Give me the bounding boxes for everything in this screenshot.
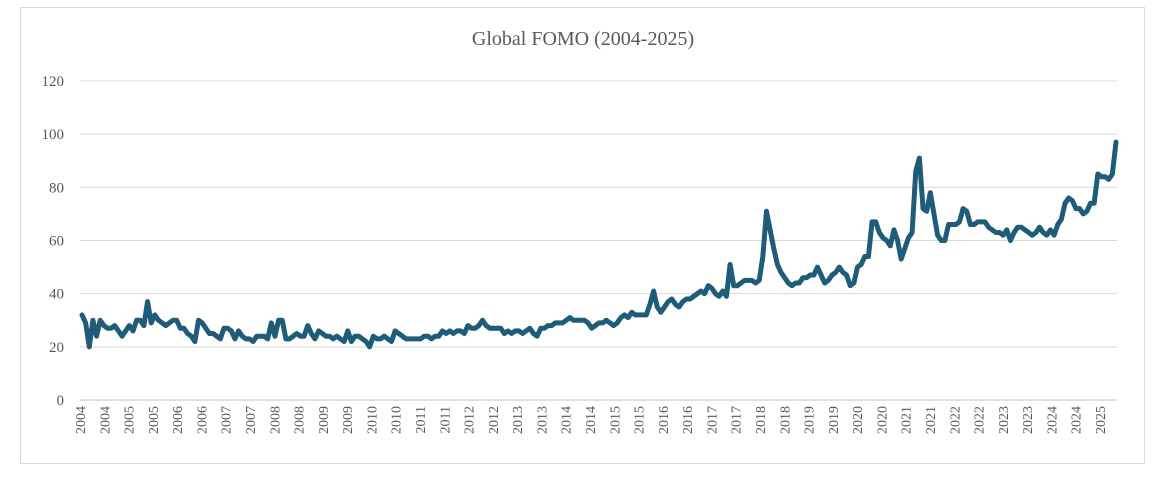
x-tick-label: 2023 [997,406,1012,434]
x-tick-label: 2023 [1021,406,1036,434]
y-tick-label: 80 [49,180,64,196]
x-tick-label: 2019 [803,406,818,434]
x-tick-label: 2024 [1045,406,1060,434]
x-tick-label: 2012 [463,406,478,434]
x-tick-label: 2008 [293,406,308,434]
x-tick-label: 2022 [973,406,988,434]
x-tick-label: 2015 [633,406,648,434]
x-axis-ticks: 2004 2004 2005 2005 2006 2006 2007 2007 2008 2008… [74,406,1109,434]
x-tick-label: 2025 [1094,406,1109,434]
x-tick-label: 2015 [608,406,623,434]
x-tick-label: 2020 [875,406,890,434]
chart-frame [20,7,1145,464]
x-tick-label: 2005 [147,406,162,434]
x-tick-label: 2022 [948,406,963,434]
x-tick-label: 2019 [827,406,842,434]
x-tick-label: 2004 [74,406,89,434]
x-tick-label: 2017 [705,406,720,434]
chart-title: Global FOMO (2004-2025) [472,28,694,50]
series-layer [79,139,1119,350]
x-tick-label: 2007 [244,406,259,434]
x-tick-label: 2017 [730,406,745,434]
x-tick-label: 2021 [924,406,939,434]
x-tick-label: 2018 [778,406,793,434]
x-tick-label: 2013 [511,406,526,434]
series-line [79,139,1119,350]
x-tick-label: 2008 [268,406,283,434]
x-tick-label: 2009 [341,406,356,434]
x-tick-label: 2006 [171,406,186,434]
x-tick-label: 2010 [390,406,405,434]
x-tick-label: 2010 [365,406,380,434]
y-tick-label: 60 [49,234,64,250]
y-tick-label: 120 [42,74,65,90]
x-tick-label: 2016 [657,406,672,434]
x-tick-label: 2024 [1070,406,1085,434]
x-tick-label: 2011 [414,406,429,433]
x-tick-label: 2021 [900,406,915,434]
x-tick-label: 2012 [487,406,502,434]
x-tick-label: 2007 [220,406,235,434]
x-tick-label: 2009 [317,406,332,434]
x-tick-label: 2011 [438,406,453,433]
x-tick-label: 2014 [584,406,599,434]
x-tick-label: 2005 [123,406,138,434]
y-axis-ticks: 0 20 40 60 80 100 120 [42,74,65,409]
gridlines [80,80,1117,348]
x-tick-label: 2014 [560,406,575,434]
y-tick-label: 0 [57,393,65,409]
x-tick-label: 2004 [98,406,113,434]
y-tick-label: 40 [49,287,64,303]
x-tick-label: 2013 [535,406,550,434]
x-tick-label: 2018 [754,406,769,434]
x-tick-label: 2006 [195,406,210,434]
x-tick-label: 2020 [851,406,866,434]
x-tick-label: 2016 [681,406,696,434]
y-tick-label: 20 [49,340,64,356]
y-tick-label: 100 [42,127,65,143]
